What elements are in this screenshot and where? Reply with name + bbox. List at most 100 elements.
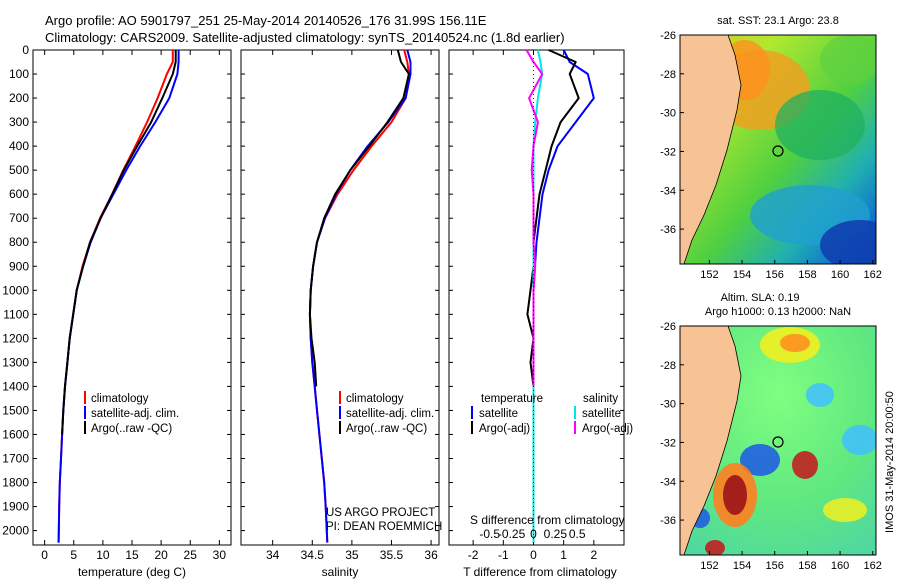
temperature-legend-satellite: satellite-adj. clim. [91,408,179,420]
depth-tick-label: 1200 [2,331,29,345]
sla-yellow-patch-south [823,498,867,522]
sst-map-y-tick-label: -32 [660,146,676,158]
temperature-legend-argo: Argo(..raw -QC) [91,423,172,435]
difference-series-temperature-satellite [532,49,595,543]
depth-tick-label: 300 [9,115,29,129]
temperature-plot: 0 5 10 15 20 25 30 [33,49,231,562]
depth-tick-label: 0 [22,43,29,57]
sst-map-x-tick-label: 160 [831,269,849,281]
difference-x-tick-label: 1 [560,548,567,562]
depth-axis: 0 100 200 300 400 500 600 700 800 900 1000 1100 1200… [2,43,29,538]
temperature-legend-climatology: climatology [91,393,149,405]
sla-warm-eddy-east [792,451,818,479]
sst-map-y-tick-label: -26 [660,30,676,42]
depth-tick-label: 900 [9,259,29,273]
sla-map-y-tick-label: -32 [660,437,676,449]
difference-top-axis-label: S difference from climatology [470,513,625,527]
depth-tick-label: 1700 [2,451,29,465]
sst-land [680,35,742,264]
salinity-x-tick-label: 34 [266,548,280,562]
depth-tick-label: 700 [9,211,29,225]
side-timestamp: IMOS 31-May-2014 20:00:50 [884,391,896,533]
sla-map-x-tick-label: 156 [766,560,784,572]
sla-map [680,326,876,555]
depth-tick-label: 1400 [2,379,29,393]
temperature-x-tick-label: 30 [213,548,227,562]
sst-map-axes: 152 154 156 158 160 162 -26 -28 -30 -32 -34 -36 [660,30,882,281]
temperature-axis-label: temperature (deg C) [78,565,186,579]
sla-map-x-tick-label: 160 [831,560,849,572]
depth-tick-label: 600 [9,187,29,201]
temperature-series-argo-raw-qc [61,50,177,435]
difference-plot: -2 -1 0 1 2-0.5-0.25 0 0.25 0.5 [449,49,624,562]
project-label: US ARGO PROJECT [326,507,435,519]
difference-legend-t-satellite: satellite [479,408,518,420]
temperature-legend: climatology satellite-adj. clim. Argo(..… [84,391,179,435]
difference-legend-salinity-title: salinity [583,393,618,405]
sla-warm-core [723,475,747,515]
difference-top-tick-label: 0.5 [569,527,586,541]
salinity-x-tick-label: 35.5 [380,548,404,562]
sla-map-title-line1: Altim. SLA: 0.19 [721,292,800,304]
temperature-x-tick-label: 10 [96,548,110,562]
salinity-x-tick-label: 34.5 [301,548,325,562]
temperature-x-tick-label: 20 [154,548,168,562]
sla-map-y-tick-label: -26 [660,321,676,333]
sla-blue-eddy [806,383,834,407]
sst-map-x-tick-label: 156 [766,269,784,281]
depth-tick-label: 1800 [2,476,29,490]
sst-deep-blue-patch [820,220,876,264]
sst-map-title: sat. SST: 23.1 Argo: 23.8 [717,15,839,27]
difference-legend-t-argo: Argo(-adj) [479,423,530,435]
depth-tick-label: 200 [9,91,29,105]
temperature-x-tick-label: 0 [41,548,48,562]
sla-map-frame [679,325,877,556]
difference-series-temperature-argo [526,49,580,387]
figure-title-line1: Argo profile: AO 5901797_251 25-May-2014… [45,13,487,28]
salinity-panel-frame [240,49,440,546]
salinity-series-argo-raw-qc [308,49,410,387]
sst-map [680,35,876,264]
salinity-legend-climatology: climatology [346,393,404,405]
depth-tick-label: 100 [9,67,29,81]
depth-tick-label: 800 [9,235,29,249]
difference-top-tick-label: -0.25 [498,527,526,541]
sst-map-x-tick-label: 158 [798,269,816,281]
sla-map-y-tick-label: -34 [660,476,676,488]
depth-tick-label: 1300 [2,355,29,369]
sst-map-y-tick-label: -36 [660,224,676,236]
difference-x-tick-label: 0 [530,548,537,562]
difference-legend: temperature salinity satellite Argo(-adj… [471,393,633,435]
sla-blue-eddy-east [842,425,876,455]
sla-map-y-tick-label: -30 [660,399,676,411]
depth-tick-label: 500 [9,163,29,177]
difference-x-tick-label: -1 [498,548,509,562]
sla-map-x-tick-label: 152 [700,560,718,572]
sla-land [680,326,742,555]
sla-warm-eddy-south [705,540,725,555]
depth-tick-label: 400 [9,139,29,153]
sla-orange-core [780,334,810,352]
sst-map-x-tick-label: 152 [700,269,718,281]
sla-map-y-tick-label: -36 [660,515,676,527]
difference-panel-frame [448,49,625,546]
sst-map-x-tick-label: 154 [733,269,751,281]
temperature-x-tick-label: 15 [125,548,139,562]
sst-map-y-tick-label: -28 [660,69,676,81]
salinity-legend-argo: Argo(..raw -QC) [346,423,427,435]
depth-tick-label: 1100 [3,307,29,321]
sla-map-x-tick-label: 158 [798,560,816,572]
difference-legend-s-satellite: satellite [582,408,621,420]
salinity-legend: climatology satellite-adj. clim. Argo(..… [339,391,434,435]
sst-argo-marker [772,145,784,157]
sst-map-y-tick-label: -34 [660,185,676,197]
salinity-series-climatology [308,49,410,543]
salinity-plot: 34 34.5 35 35.5 36 [241,49,439,562]
sst-map-frame [679,34,877,265]
difference-x-tick-label: -2 [468,548,479,562]
sla-cold-eddy [740,444,780,476]
salinity-legend-satellite: satellite-adj. clim. [346,408,434,420]
temperature-panel-frame [32,49,232,546]
difference-legend-s-argo: Argo(-adj) [582,423,633,435]
salinity-x-tick-label: 36 [424,548,438,562]
